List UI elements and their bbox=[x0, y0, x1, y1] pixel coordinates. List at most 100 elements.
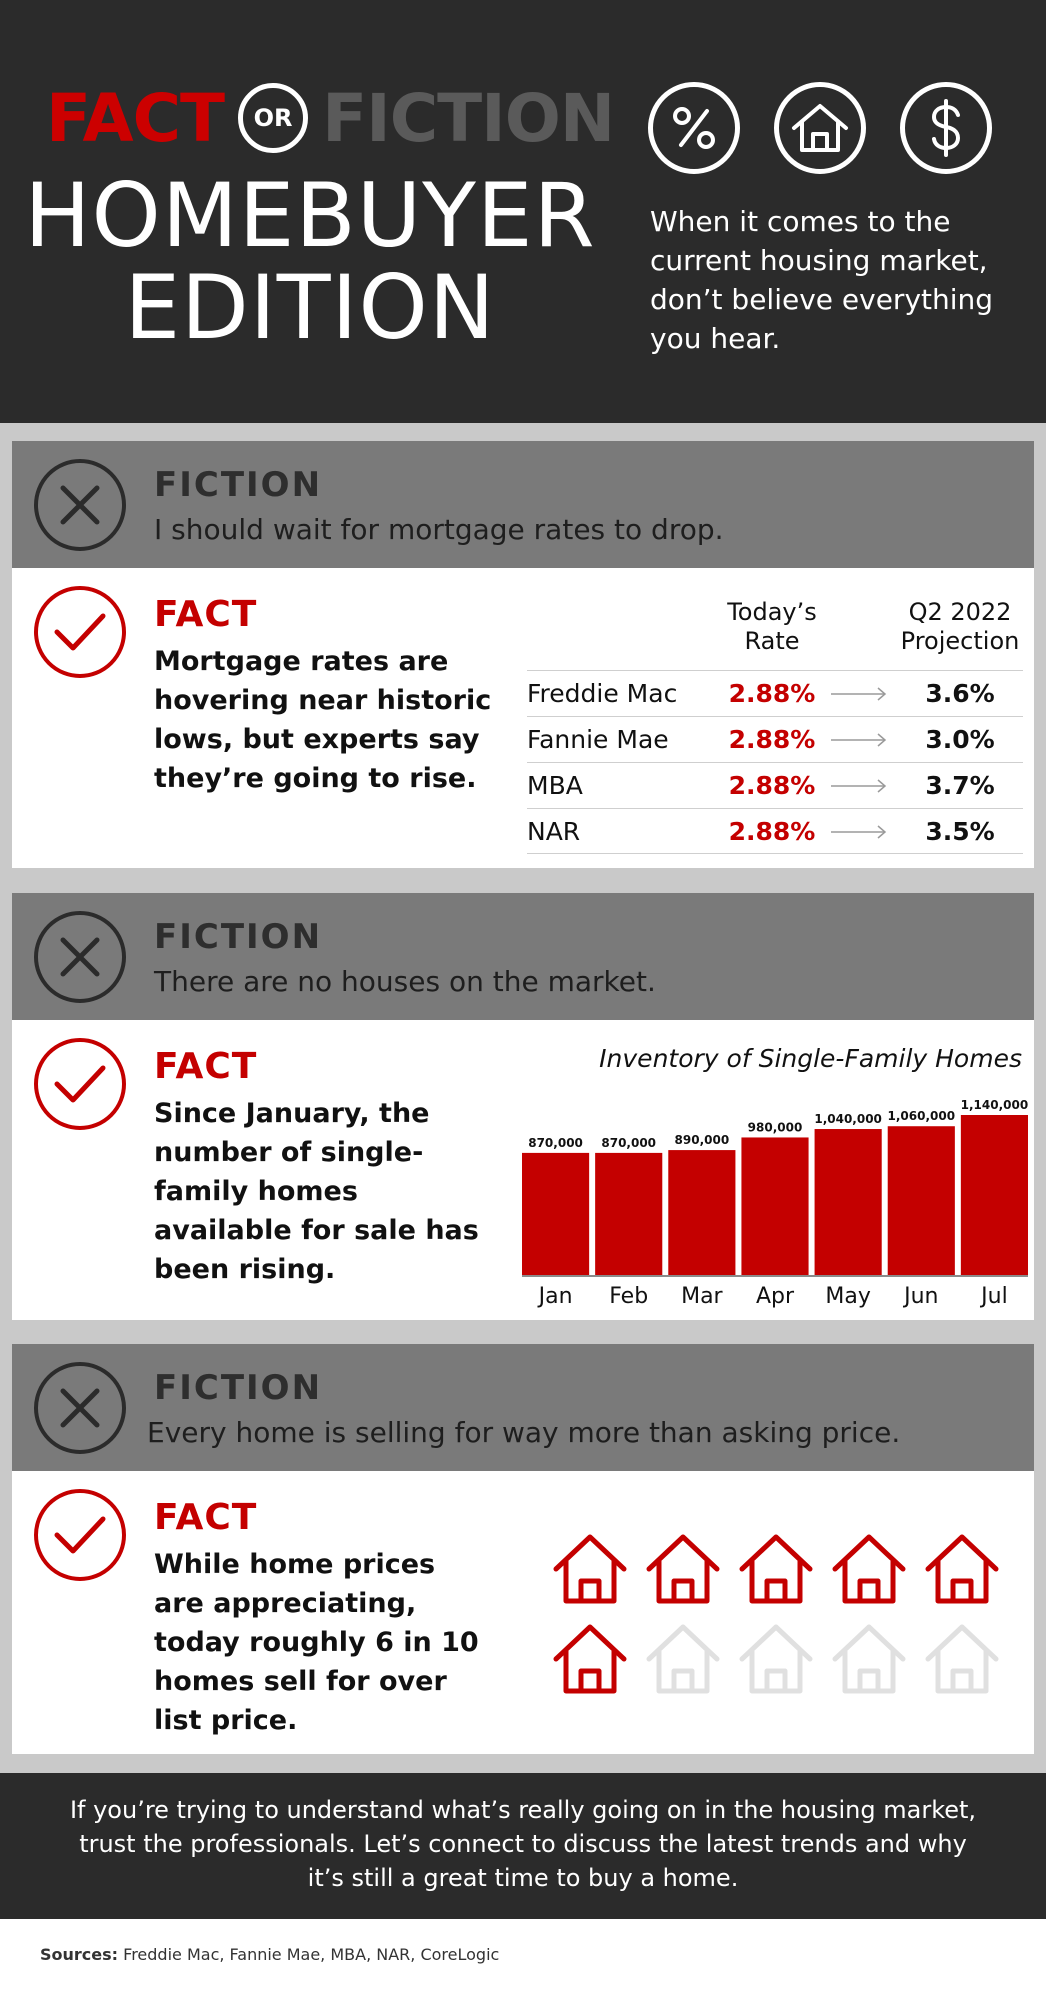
bar-value-label: 1,060,000 bbox=[887, 1109, 955, 1123]
chart-title: Inventory of Single-Family Homes bbox=[599, 1044, 1022, 1073]
house-icon bbox=[774, 82, 866, 174]
fiction-title: FICTION bbox=[154, 465, 323, 505]
arrow-right-icon bbox=[831, 687, 887, 701]
x-icon bbox=[34, 911, 126, 1003]
rate-row: Fannie Mae 2.88% 3.0% bbox=[527, 716, 1023, 762]
check-icon bbox=[34, 1038, 126, 1130]
houses-grid bbox=[553, 1534, 999, 1694]
lender-name: NAR bbox=[527, 817, 581, 846]
today-rate: 2.88% bbox=[728, 817, 816, 846]
fact-word: FACT bbox=[46, 79, 225, 157]
check-icon bbox=[34, 1489, 126, 1581]
x-tick-label: Jan bbox=[537, 1284, 573, 1309]
fact-or-fiction-logo: FACT OR FICTION bbox=[46, 79, 615, 157]
house-icon-highlighted bbox=[646, 1534, 720, 1604]
house-icon-highlighted bbox=[553, 1534, 627, 1604]
fact-statement: While home prices are appreciating, toda… bbox=[154, 1549, 479, 1736]
fact-panel-3: FACT While home prices are appreciating,… bbox=[12, 1471, 1034, 1754]
arrow-right-icon bbox=[831, 825, 887, 839]
fact-panel-1: FACT Mortgage rates are hovering near hi… bbox=[12, 568, 1034, 868]
call-to-action: If you’re trying to understand what’s re… bbox=[69, 1796, 977, 1892]
rate-table-header: Today’s Rate Q2 2022 Projection bbox=[527, 598, 1023, 670]
bar-value-label: 1,140,000 bbox=[961, 1098, 1028, 1112]
fact-title: FACT bbox=[154, 1046, 258, 1087]
bar-value-label: 980,000 bbox=[748, 1120, 803, 1134]
projected-rate: 3.5% bbox=[925, 817, 995, 846]
x-tick-label: May bbox=[825, 1284, 870, 1309]
x-tick-label: Feb bbox=[609, 1284, 648, 1309]
sources-label: Sources: bbox=[40, 1945, 119, 1964]
arrow-right-icon bbox=[831, 733, 887, 747]
header-icons bbox=[648, 82, 992, 174]
intro-text: When it comes to the current housing mar… bbox=[650, 205, 994, 355]
rate-table-body: Freddie Mac 2.88% 3.6% Fannie Mae 2.88% 3.0% M… bbox=[527, 670, 1023, 854]
fiction-band-1: FICTION I should wait for mortgage rates… bbox=[12, 441, 1034, 568]
x-tick-label: Jun bbox=[902, 1284, 938, 1309]
inventory-bar-chart: 870,000 Jan 870,000 Feb 890,000 Mar 980,000 Apr… bbox=[522, 1098, 1028, 1309]
x-tick-label: Mar bbox=[681, 1284, 723, 1309]
fiction-statement: Every home is selling for way more than … bbox=[147, 1416, 901, 1449]
rate-table: Today’s Rate Q2 2022 Projection Freddie … bbox=[527, 598, 1023, 854]
house-icon-highlighted bbox=[925, 1534, 999, 1604]
bar-jun bbox=[887, 1126, 955, 1275]
check-icon bbox=[34, 586, 126, 678]
x-icon bbox=[34, 1362, 126, 1454]
house-icon-faded bbox=[739, 1624, 813, 1694]
percent-icon bbox=[648, 82, 740, 174]
bar-apr bbox=[741, 1137, 809, 1275]
or-badge: OR bbox=[238, 83, 309, 153]
bar-jul bbox=[960, 1115, 1028, 1275]
bar-value-label: 890,000 bbox=[675, 1133, 730, 1147]
today-rate: 2.88% bbox=[728, 771, 816, 800]
bar-value-label: 870,000 bbox=[601, 1136, 656, 1150]
projected-rate: 3.7% bbox=[925, 771, 995, 800]
x-icon bbox=[34, 459, 126, 551]
x-tick-label: Apr bbox=[756, 1284, 795, 1309]
dollar-icon bbox=[900, 82, 992, 174]
today-rate: 2.88% bbox=[728, 725, 816, 754]
col-today-header: Today’s Rate bbox=[727, 598, 817, 655]
fiction-statement: I should wait for mortgage rates to drop… bbox=[154, 513, 724, 546]
x-tick-label: Jul bbox=[979, 1284, 1008, 1309]
footer: If you’re trying to understand what’s re… bbox=[0, 1773, 1046, 1919]
rate-row: MBA 2.88% 3.7% bbox=[527, 762, 1023, 808]
fiction-statement: There are no houses on the market. bbox=[154, 965, 656, 998]
sources-list: Freddie Mac, Fannie Mae, MBA, NAR, CoreL… bbox=[123, 1945, 500, 1964]
fact-title: FACT bbox=[154, 594, 258, 635]
title-line-2: EDITION bbox=[124, 256, 496, 359]
col-projection-header: Q2 2022 Projection bbox=[900, 598, 1020, 655]
bar-jan bbox=[522, 1152, 590, 1275]
bar-may bbox=[814, 1129, 882, 1275]
house-icon-faded bbox=[925, 1624, 999, 1694]
house-icon-highlighted bbox=[739, 1534, 813, 1604]
fiction-title: FICTION bbox=[154, 1368, 323, 1408]
sources: Sources: Freddie Mac, Fannie Mae, MBA, N… bbox=[40, 1945, 499, 1964]
house-icon-faded bbox=[646, 1624, 720, 1694]
projected-rate: 3.0% bbox=[925, 725, 995, 754]
page-title: HOMEBUYER EDITION bbox=[20, 170, 600, 354]
rate-row: NAR 2.88% 3.5% bbox=[527, 808, 1023, 854]
fact-statement: Since January, the number of single-fami… bbox=[154, 1098, 479, 1285]
fiction-word: FICTION bbox=[322, 79, 615, 157]
today-rate: 2.88% bbox=[728, 679, 816, 708]
lender-name: Fannie Mae bbox=[527, 725, 669, 754]
bar-value-label: 1,040,000 bbox=[814, 1112, 882, 1126]
bar-feb bbox=[595, 1152, 663, 1275]
house-icon-highlighted bbox=[553, 1624, 627, 1694]
lender-name: MBA bbox=[527, 771, 583, 800]
bar-mar bbox=[668, 1150, 736, 1275]
arrow-right-icon bbox=[831, 779, 887, 793]
house-icon-highlighted bbox=[832, 1534, 906, 1604]
fact-panel-2: FACT Since January, the number of single… bbox=[12, 1020, 1034, 1320]
fact-title: FACT bbox=[154, 1497, 258, 1538]
projected-rate: 3.6% bbox=[925, 679, 995, 708]
fact-statement: Mortgage rates are hovering near histori… bbox=[154, 646, 492, 794]
fiction-band-3: FICTION Every home is selling for way mo… bbox=[12, 1344, 1034, 1471]
title-line-1: HOMEBUYER bbox=[24, 164, 596, 267]
lender-name: Freddie Mac bbox=[527, 679, 678, 708]
house-icon-faded bbox=[832, 1624, 906, 1694]
fiction-band-2: FICTION There are no houses on the marke… bbox=[12, 893, 1034, 1020]
rate-row: Freddie Mac 2.88% 3.6% bbox=[527, 670, 1023, 716]
fiction-title: FICTION bbox=[154, 917, 323, 957]
content-panels: FICTION I should wait for mortgage rates… bbox=[0, 423, 1046, 1773]
